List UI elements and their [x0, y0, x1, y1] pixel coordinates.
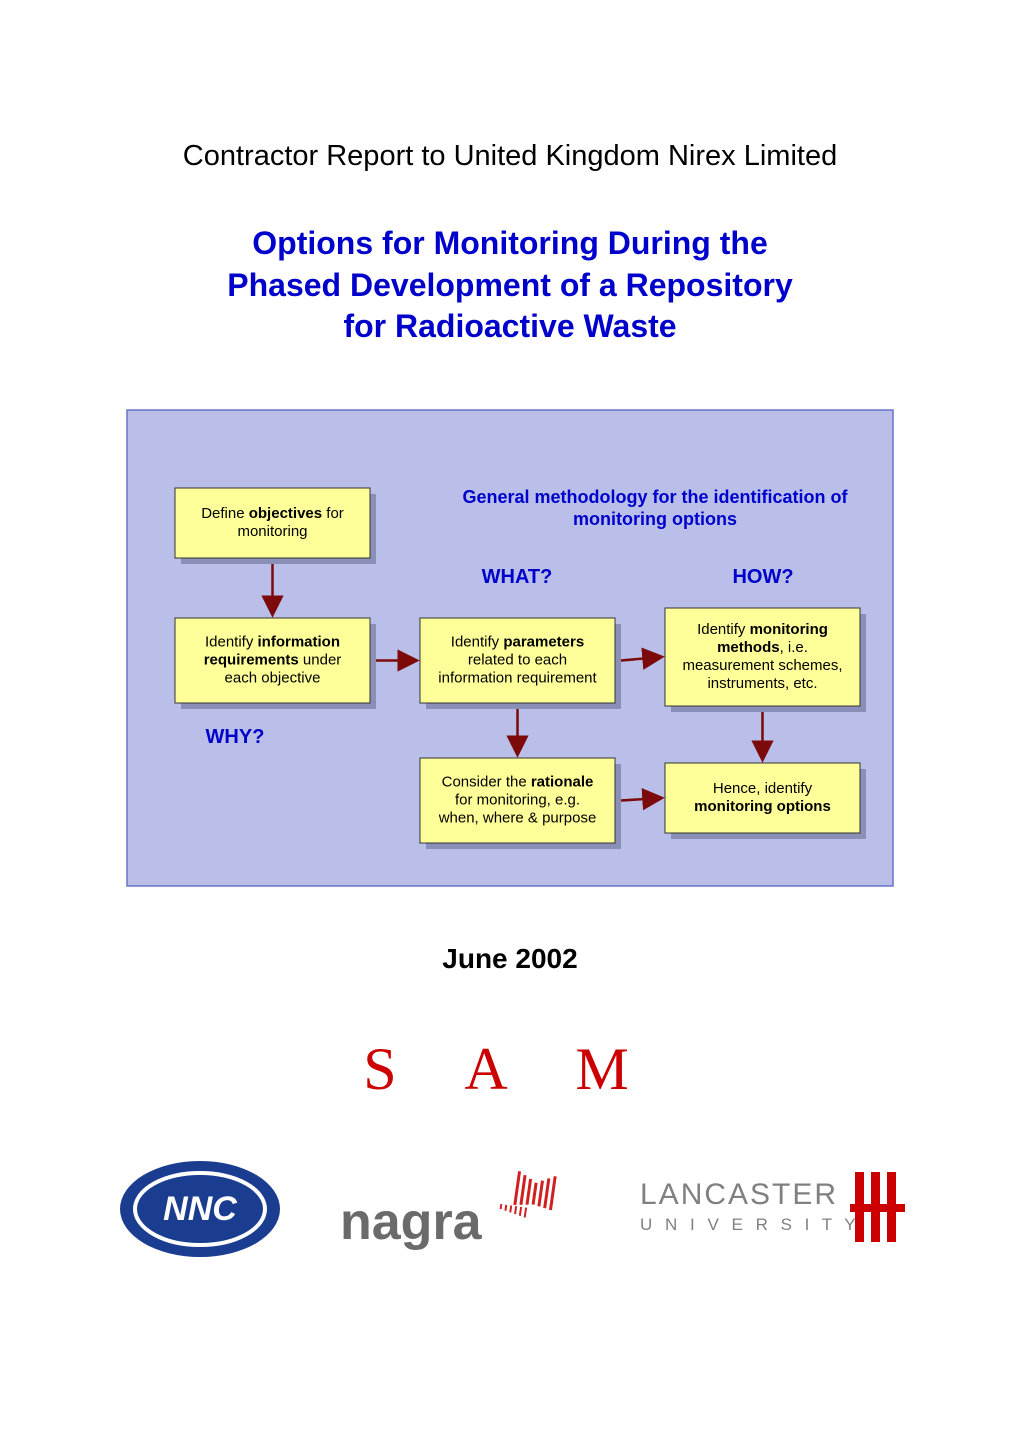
svg-text:WHY?: WHY? [206, 726, 265, 748]
nagra-logo: nagra [330, 1154, 590, 1264]
svg-text:methods, i.e.: methods, i.e. [717, 639, 808, 656]
sam-logo: S A M [90, 1035, 930, 1104]
svg-text:LANCASTER: LANCASTER [640, 1178, 838, 1211]
svg-text:each objective: each objective [225, 669, 321, 686]
nnc-logo: NNC [110, 1154, 290, 1264]
svg-text:requirements under: requirements under [204, 651, 342, 668]
svg-text:measurement schemes,: measurement schemes, [682, 657, 842, 674]
svg-text:HOW?: HOW? [732, 566, 793, 588]
svg-text:when, where & purpose: when, where & purpose [438, 809, 597, 826]
methodology-flowchart: General methodology for the identificati… [125, 408, 895, 888]
svg-text:related to each: related to each [468, 651, 567, 668]
svg-text:information requirement: information requirement [438, 669, 597, 686]
report-title: Options for Monitoring During thePhased … [90, 223, 930, 348]
svg-text:Hence, identify: Hence, identify [713, 780, 813, 797]
svg-text:U N I V E R S I T Y: U N I V E R S I T Y [640, 1215, 860, 1234]
svg-text:WHAT?: WHAT? [482, 566, 553, 588]
logos-section: S A M NNC nagra LANCASTER U N I V E R S I… [90, 1035, 930, 1285]
svg-text:instruments, etc.: instruments, etc. [707, 675, 817, 692]
svg-text:Define objectives for: Define objectives for [201, 505, 344, 522]
svg-text:nagra: nagra [340, 1193, 483, 1251]
svg-text:for monitoring, e.g.: for monitoring, e.g. [455, 791, 580, 808]
svg-text:Identify information: Identify information [205, 633, 340, 650]
svg-text:Identify parameters: Identify parameters [451, 633, 584, 650]
svg-text:Identify monitoring: Identify monitoring [697, 621, 828, 638]
lancaster-logo: LANCASTER U N I V E R S I T Y [630, 1154, 910, 1264]
svg-text:monitoring options: monitoring options [694, 798, 831, 815]
svg-text:Consider the rationale: Consider the rationale [442, 773, 594, 790]
svg-text:monitoring: monitoring [237, 523, 307, 540]
report-subtitle: Contractor Report to United Kingdom Nire… [90, 140, 930, 173]
svg-text:NNC: NNC [163, 1190, 237, 1228]
report-date: June 2002 [90, 943, 930, 975]
